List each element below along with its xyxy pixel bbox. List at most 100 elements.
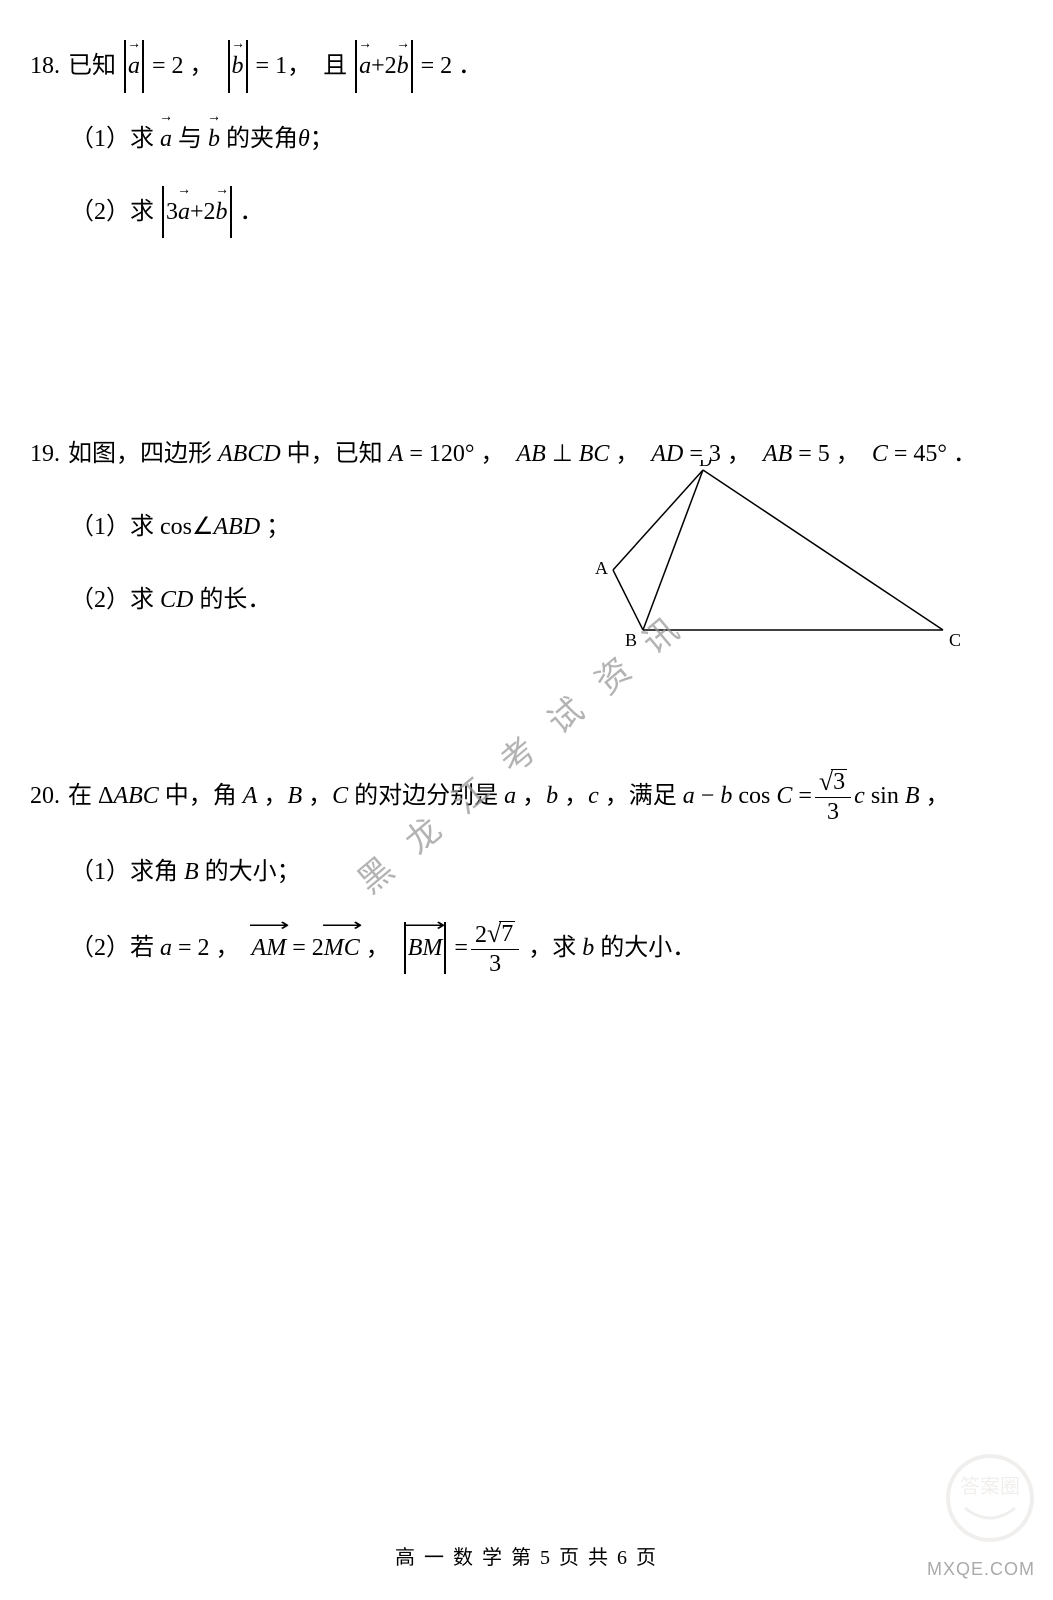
p18-sub1-mid: 与 xyxy=(178,113,202,166)
eq2_20: = 2 ， xyxy=(178,922,240,975)
sub1B: B xyxy=(184,846,199,899)
vec-AM: AM xyxy=(252,922,287,975)
comma20: ， xyxy=(366,922,390,975)
AB: AB xyxy=(516,428,545,481)
p19-sub2-suffix: 的长． xyxy=(199,574,271,627)
eq20: = xyxy=(798,770,812,823)
problem-20: 20. 在 Δ ABC 中，角 A ， B ， C 的对边分别是 a ， b ，… xyxy=(30,767,1023,978)
B_term: B xyxy=(905,770,920,823)
sqrt3: 3 xyxy=(831,769,847,794)
p19-sub2-prefix: （2）求 xyxy=(70,574,154,627)
angle: ∠ xyxy=(192,501,214,554)
b_term: b xyxy=(720,770,732,823)
p18-sub1-prefix: （1）求 xyxy=(70,113,154,166)
p19-intro: 如图，四边形 xyxy=(68,428,212,481)
watermark-url: MXQE.COM xyxy=(927,1559,1035,1580)
watermark-logo: 答案圈 xyxy=(945,1453,1035,1550)
lb: b xyxy=(546,770,558,823)
sin20: sin xyxy=(871,770,899,823)
p18-sub2-prefix: （2）求 xyxy=(70,186,154,239)
eqfrac: = xyxy=(454,922,468,975)
p18-sub1-semi: ； xyxy=(310,113,334,166)
sqrt7: 7 xyxy=(499,921,515,946)
p20-sub1-end: 的大小； xyxy=(205,846,301,899)
p20-intro: 在 xyxy=(68,770,92,823)
p20-mid2: 的对边分别是 xyxy=(354,770,498,823)
problem-18: 18. 已知 a = 2 ， b = 1， 且 a +2 b = 2 ． xyxy=(30,40,1023,238)
cos: cos xyxy=(160,501,192,554)
A: A xyxy=(389,428,404,481)
and: 且 xyxy=(323,40,347,93)
sqrt3-over-3: √3 3 xyxy=(815,767,851,826)
denom3b: 3 xyxy=(485,950,505,978)
abs-3a2b: 3 a +2 b xyxy=(160,186,234,239)
tri: Δ xyxy=(98,770,113,823)
p20-sub2-prefix: （2）若 xyxy=(70,922,154,975)
p20-end1: ， xyxy=(926,770,950,823)
ABD: ABD xyxy=(214,501,261,554)
CD: CD xyxy=(160,574,193,627)
a2: a xyxy=(160,922,172,975)
vec-b3: b xyxy=(208,113,220,166)
p20-mid1: 中，角 xyxy=(165,770,237,823)
p18-main: 18. 已知 a = 2 ， b = 1， 且 a +2 b = 2 ． xyxy=(30,40,1023,93)
a_term: a xyxy=(683,770,695,823)
eq-a2: = 2 ， xyxy=(152,40,214,93)
p20-num: 20. xyxy=(30,770,60,823)
vec-a: a xyxy=(128,40,140,93)
p18-intro: 已知 xyxy=(68,40,116,93)
c4_20: ， xyxy=(564,770,588,823)
p20-main: 20. 在 Δ ABC 中，角 A ， B ， C 的对边分别是 a ， b ，… xyxy=(30,767,1023,826)
plus2: +2 xyxy=(371,40,397,93)
ABC20: ABC xyxy=(113,770,158,823)
eq-a2b: = 2 ． xyxy=(421,40,483,93)
p19-num: 19. xyxy=(30,428,60,481)
eq2mc: = 2 xyxy=(292,922,324,975)
svg-text:C: C xyxy=(949,630,961,650)
p20-sub1: （1）求角 B 的大小； xyxy=(30,846,1023,899)
vec-b: b xyxy=(232,40,244,93)
abs-a: a xyxy=(122,40,146,93)
two: 2 xyxy=(475,922,487,948)
vec-MC: MC xyxy=(324,922,360,975)
c3_20: ， xyxy=(522,770,546,823)
p18-sub2-suffix: ． xyxy=(240,186,264,239)
c1_20: ， xyxy=(263,770,287,823)
p18-sub2: （2）求 3 a +2 b ． xyxy=(30,186,1023,239)
eq120: = 120° ， xyxy=(409,428,504,481)
p19-sub1-semi: ； xyxy=(266,501,290,554)
p18-num: 18. xyxy=(30,40,60,93)
page-footer: 高 一 数 学 第 5 页 共 6 页 xyxy=(0,1541,1053,1570)
vec-b4: b xyxy=(216,186,228,239)
lb2: b xyxy=(582,922,594,975)
p19-mid1: 中，已知 xyxy=(287,428,383,481)
c2_20: ， xyxy=(308,770,332,823)
svg-text:B: B xyxy=(625,630,637,650)
diagram-svg: ABCD xyxy=(563,460,983,660)
vec-a3: a xyxy=(160,113,172,166)
c_term: c xyxy=(854,770,865,823)
lc: c xyxy=(588,770,599,823)
theta: θ xyxy=(298,113,310,166)
cos20: cos xyxy=(738,770,770,823)
denom3: 3 xyxy=(823,798,843,826)
logo-text: 答案圈 xyxy=(960,1475,1020,1498)
C_term: C xyxy=(776,770,792,823)
2sqrt7-over-3: 2√7 3 xyxy=(471,919,519,978)
eq-b1: = 1， xyxy=(256,40,312,93)
p20-sub1: （1）求角 xyxy=(70,846,178,899)
vec-b2: b xyxy=(397,40,409,93)
minus: − xyxy=(701,770,715,823)
three: 3 xyxy=(166,186,178,239)
abs-BM: BM xyxy=(402,922,449,975)
A20: A xyxy=(243,770,258,823)
la: a xyxy=(504,770,516,823)
vec-BM: BM xyxy=(408,922,443,975)
logo-svg: 答案圈 xyxy=(945,1453,1035,1543)
abs-a2b: a +2 b xyxy=(353,40,415,93)
p19-sub1-prefix: （1）求 xyxy=(70,501,154,554)
abcd: ABCD xyxy=(218,428,281,481)
plus2b: +2 xyxy=(190,186,216,239)
p20-sub2-mid: ，求 xyxy=(528,922,576,975)
vec-a4: a xyxy=(178,186,190,239)
